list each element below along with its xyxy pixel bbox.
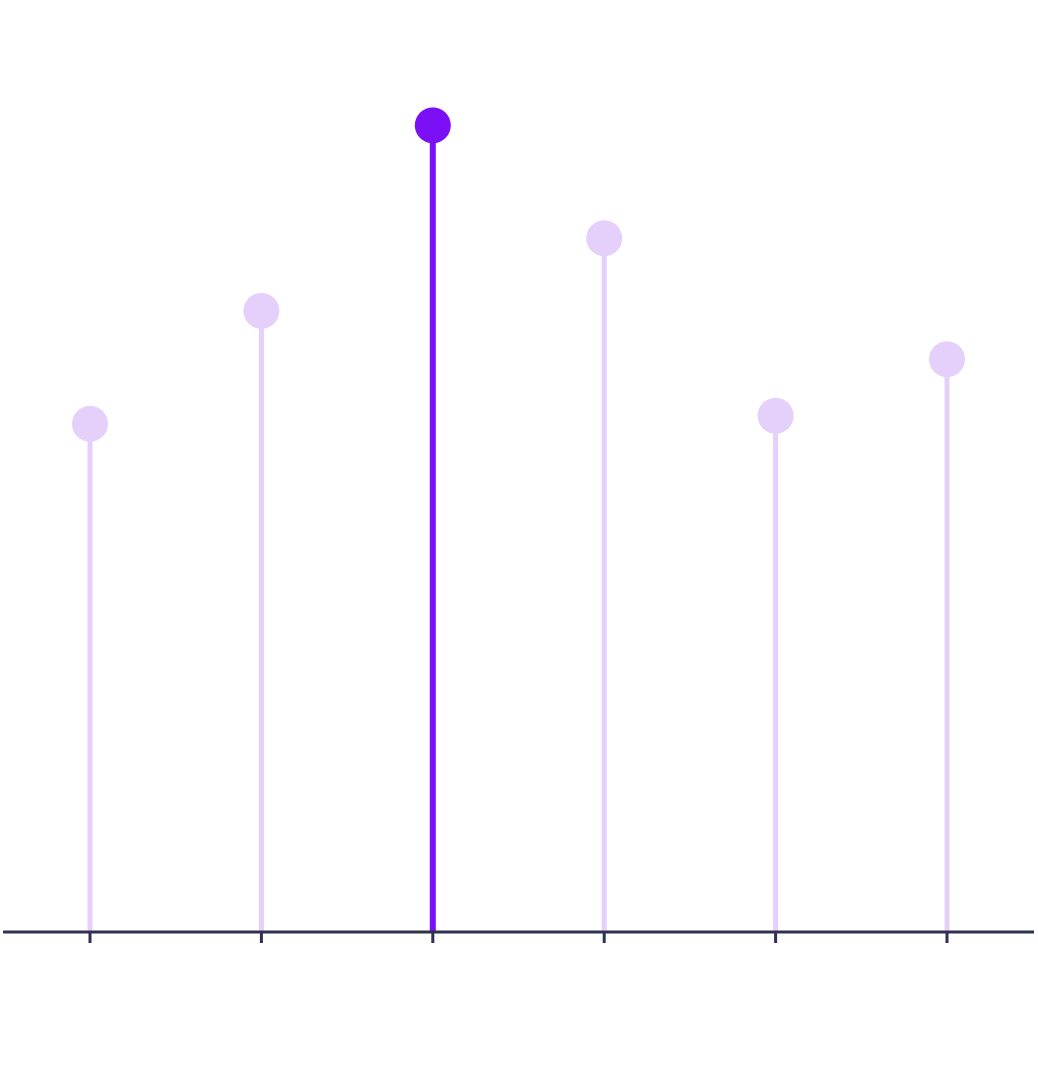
heads-layer: [72, 107, 965, 442]
lollipop-head[interactable]: [243, 292, 280, 329]
stems-layer: [87, 125, 950, 932]
lollipop-head[interactable]: [757, 397, 794, 434]
lollipop-head-highlighted[interactable]: [414, 107, 451, 144]
ticks-layer: [88, 932, 949, 943]
lollipop-head[interactable]: [929, 341, 965, 378]
lollipop-head[interactable]: [586, 220, 623, 257]
lollipop-head[interactable]: [72, 405, 108, 442]
